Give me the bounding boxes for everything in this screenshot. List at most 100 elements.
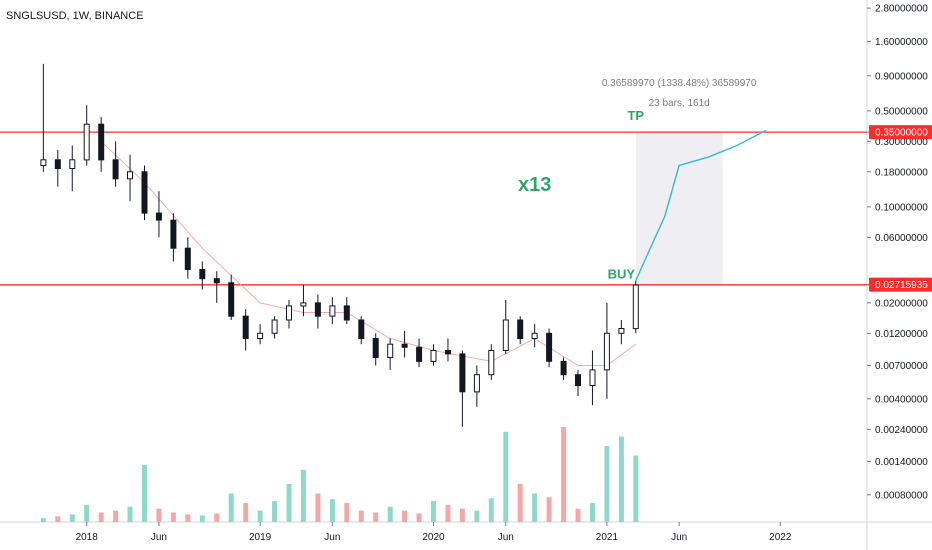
annotation-label: x13 [518,174,551,196]
x-tick-label: 2021 [596,532,619,543]
y-tick-label: 1.60000000 [875,37,928,48]
x-tick-label: 2019 [249,532,272,543]
volume-bar [358,510,364,522]
candle-body [141,171,148,214]
candle-body [69,159,76,170]
candle-body [387,343,394,359]
volume-bar [387,506,393,522]
candle-body [358,319,365,339]
candle-body [242,315,249,340]
volume-bar [156,508,162,522]
volume-bar [604,446,610,522]
candle-body [213,278,220,284]
candle-body [329,305,336,317]
candle-body [618,328,625,334]
volume-bar [84,504,90,522]
candle-body [199,269,206,280]
y-tick-label: 0.18000000 [875,167,928,178]
candle-body [488,350,495,376]
candle-body [286,305,292,321]
volume-bar [445,504,451,522]
candle-body [632,284,639,330]
y-tick-label: 0.00700000 [875,361,928,372]
annotation-label: BUY [608,267,636,282]
price-badge [869,125,932,140]
volume-bar [431,501,436,522]
symbol-title: SNGLSUSD, 1W, BINANCE [6,10,144,22]
volume-bar [402,510,408,522]
projection-path[interactable] [635,129,767,281]
candle-body [502,319,509,351]
candle-body [430,350,437,362]
candle-body [445,350,451,355]
candle-body [40,159,47,167]
horizontal-lines[interactable] [0,131,867,286]
y-tick-label: 0.02000000 [875,298,928,309]
y-tick-label: 0.00400000 [875,394,928,405]
moving-average [100,140,637,366]
volume-bar [590,503,595,522]
candle-body [98,123,105,161]
volume-bar [315,493,321,522]
candle-body [184,247,191,270]
x-tick-label: 2018 [76,532,99,543]
annotations: x13 TP BUY [518,108,644,282]
candle-body [589,369,596,386]
volume-bar [373,512,379,522]
y-tick-label: 0.01200000 [875,329,928,340]
x-tick-label: Jun [498,532,514,543]
y-tick-label: 0.00240000 [875,425,928,436]
y-tick-label: 2.80000000 [875,4,928,15]
y-tick-label: 0.50000000 [875,106,928,117]
price-badge-label: 0.02715935 [875,280,928,291]
volume-bar [113,510,119,522]
volume-bar [98,512,104,522]
candle-body [271,319,278,334]
candle-body [155,212,162,221]
measure-tool[interactable]: 0.36589970 (1338.48%) 36589970 23 bars, 1… [602,78,757,285]
measure-duration-label: 23 bars, 161d [649,98,710,109]
volume-bar [40,518,46,522]
candle-body [416,346,423,362]
candle-body [300,302,307,307]
price-badge [869,277,932,292]
candle-body [314,302,321,317]
x-tick-label: Jun [324,532,340,543]
moving-average-line [100,140,637,366]
price-axis[interactable]: 2.80000000 1.60000000 0.90000000 0.50000000… [867,4,932,502]
time-axis[interactable]: 2018 Jun 2019 Jun 2020 Jun 2021 Jun 2022 [76,522,792,543]
volume-bar [214,513,220,522]
x-tick-label: Jun [671,532,687,543]
volume-bar [127,506,133,522]
candle-body [83,123,90,161]
y-tick-label: 0.30000000 [875,137,928,148]
candle-body [54,159,61,170]
candle-body [517,319,524,339]
annotation-label: TP [627,108,644,123]
volume-bar [300,469,306,523]
candle-body [343,305,350,321]
x-tick-label: 2020 [422,532,445,543]
x-tick-label: Jun [151,532,167,543]
volume-bar [618,436,624,522]
volume-bar [575,508,581,522]
candlesticks [40,63,639,427]
candle-body [603,332,610,371]
volume-bar [517,484,523,522]
y-tick-label: 0.06000000 [875,233,928,244]
candle-body [127,171,133,180]
candle-body [170,219,177,249]
volume-bar [55,516,61,522]
volume-bar [633,455,639,522]
y-tick-label: 0.00080000 [875,490,928,501]
candle-body [112,159,119,180]
candle-body [459,353,466,393]
volume-bar [546,497,552,522]
volume-bar [459,508,465,522]
y-tick-label: 0.00140000 [875,457,928,468]
volume-bar [488,498,494,523]
measure-box [635,132,723,285]
volume-bars [40,427,639,523]
